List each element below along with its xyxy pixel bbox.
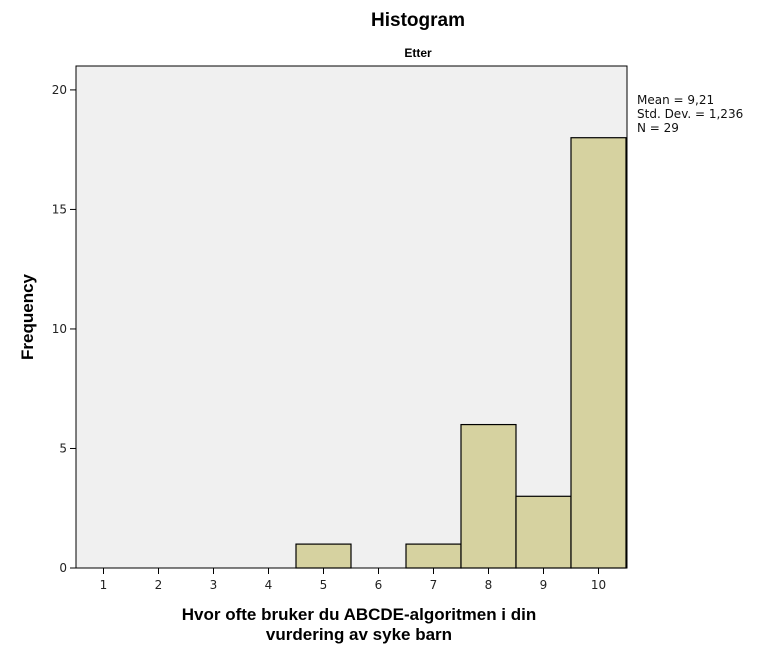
- x-axis-ticks: 1 2 3 4 5 6 7 8 9 10: [100, 568, 606, 592]
- x-tick-label-3: 3: [210, 578, 218, 592]
- stat-n: N = 29: [637, 121, 679, 135]
- x-tick-label-8: 8: [485, 578, 493, 592]
- y-tick-label-5: 5: [59, 441, 67, 455]
- bar-8: [460, 423, 517, 569]
- x-tick-label-1: 1: [100, 578, 108, 592]
- y-tick-label-10: 10: [52, 322, 67, 336]
- bar-5: [295, 543, 352, 569]
- bars-group: [295, 137, 627, 569]
- chart-title: Histogram: [371, 10, 465, 31]
- y-tick-label-0: 0: [59, 561, 67, 575]
- stat-std-dev: Std. Dev. = 1,236: [637, 107, 743, 121]
- y-tick-label-20: 20: [52, 83, 67, 97]
- x-tick-label-9: 9: [540, 578, 548, 592]
- x-tick-label-10: 10: [591, 578, 606, 592]
- stat-mean: Mean = 9,21: [637, 93, 714, 107]
- x-tick-label-7: 7: [430, 578, 438, 592]
- x-axis-label-line-1: Hvor ofte bruker du ABCDE-algoritmen i d…: [182, 605, 537, 624]
- bar-10: [570, 137, 627, 569]
- bar-7: [405, 543, 462, 569]
- x-tick-label-5: 5: [320, 578, 328, 592]
- x-tick-label-2: 2: [155, 578, 163, 592]
- x-tick-label-6: 6: [375, 578, 383, 592]
- x-tick-label-4: 4: [265, 578, 273, 592]
- y-axis-ticks: 0 5 10 15 20: [52, 83, 76, 575]
- chart-subtitle: Etter: [404, 46, 432, 60]
- bar-9: [515, 495, 572, 569]
- plot-area: [75, 65, 628, 569]
- y-tick-label-15: 15: [52, 202, 67, 216]
- y-axis-label: Frequency: [18, 273, 37, 360]
- x-axis-label-line-2: vurdering av syke barn: [266, 625, 452, 644]
